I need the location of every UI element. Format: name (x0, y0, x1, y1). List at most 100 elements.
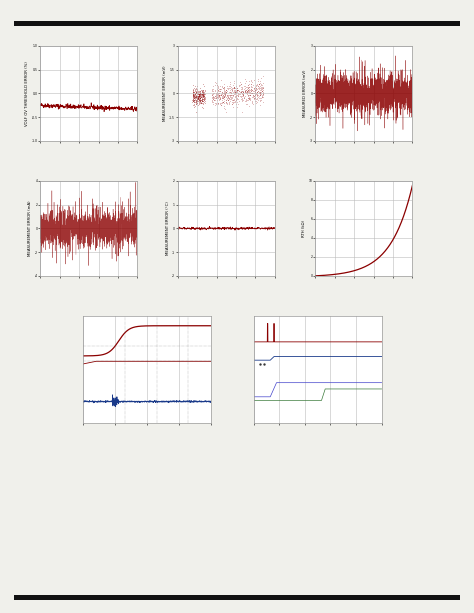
Point (241, 82, 249, 91)
Point (237, 82, 245, 92)
Point (238, 86, 246, 96)
Point (201, 85, 209, 95)
Point (191, 89, 198, 99)
Point (242, 96, 250, 105)
Point (217, 89, 225, 99)
Point (215, 89, 223, 99)
Point (258, 92, 265, 102)
Point (256, 90, 264, 100)
Point (228, 97, 236, 107)
Point (199, 89, 207, 99)
Point (194, 93, 201, 103)
Point (196, 86, 203, 96)
Point (245, 94, 253, 104)
Point (245, 87, 252, 97)
Point (248, 81, 255, 91)
Y-axis label: MEASUREMENT ERROR (mA): MEASUREMENT ERROR (mA) (28, 200, 32, 256)
Point (257, 86, 265, 96)
Point (250, 91, 257, 101)
Point (225, 82, 233, 91)
Point (193, 99, 201, 109)
Point (198, 94, 206, 104)
Point (239, 90, 247, 100)
Point (200, 85, 207, 94)
Point (189, 90, 197, 100)
Point (235, 89, 242, 99)
Point (234, 88, 241, 97)
Point (253, 94, 261, 104)
Point (254, 93, 261, 102)
Point (223, 91, 231, 101)
Point (236, 86, 244, 96)
Point (257, 80, 265, 90)
Point (229, 80, 237, 90)
Point (228, 85, 236, 94)
Point (246, 90, 254, 100)
Point (239, 91, 247, 101)
Point (227, 94, 234, 104)
Point (229, 83, 237, 93)
Point (237, 86, 245, 96)
Point (253, 87, 260, 97)
Point (230, 89, 238, 99)
Point (232, 88, 239, 98)
Point (220, 89, 228, 99)
Point (190, 89, 197, 99)
Point (239, 89, 246, 99)
Point (245, 85, 252, 95)
Point (199, 103, 207, 113)
Point (246, 86, 253, 96)
Point (193, 91, 201, 101)
Point (222, 87, 229, 97)
Point (253, 89, 260, 99)
Point (232, 99, 240, 109)
Point (193, 93, 201, 103)
Point (190, 96, 197, 106)
Point (200, 96, 207, 105)
Point (255, 82, 263, 92)
Point (240, 82, 247, 91)
Point (210, 86, 217, 96)
Point (200, 89, 207, 99)
Point (196, 89, 204, 99)
Point (199, 94, 206, 104)
Point (238, 83, 246, 93)
Point (200, 94, 208, 104)
Point (233, 85, 240, 95)
Point (196, 93, 203, 102)
Point (247, 86, 255, 96)
Point (216, 84, 224, 94)
Point (199, 96, 206, 106)
Point (215, 88, 223, 98)
Point (228, 91, 235, 101)
Point (241, 83, 248, 93)
Point (258, 84, 266, 94)
Point (201, 94, 209, 104)
Point (222, 99, 230, 109)
Point (256, 89, 264, 99)
Point (195, 95, 202, 105)
Point (258, 86, 266, 96)
Point (194, 93, 201, 103)
Point (190, 102, 198, 112)
Point (246, 90, 254, 100)
Point (255, 91, 263, 101)
Point (219, 82, 226, 92)
Point (256, 88, 264, 97)
Point (196, 94, 203, 104)
Point (215, 86, 223, 96)
Point (201, 89, 209, 99)
Point (199, 94, 206, 104)
Point (246, 96, 254, 105)
Point (197, 91, 204, 101)
Point (200, 91, 208, 101)
Point (216, 86, 223, 96)
Point (230, 78, 237, 88)
Point (228, 85, 235, 94)
Point (221, 91, 229, 101)
Point (232, 93, 240, 102)
Point (224, 99, 231, 109)
Point (244, 95, 252, 105)
Point (252, 85, 259, 95)
Point (252, 86, 259, 96)
